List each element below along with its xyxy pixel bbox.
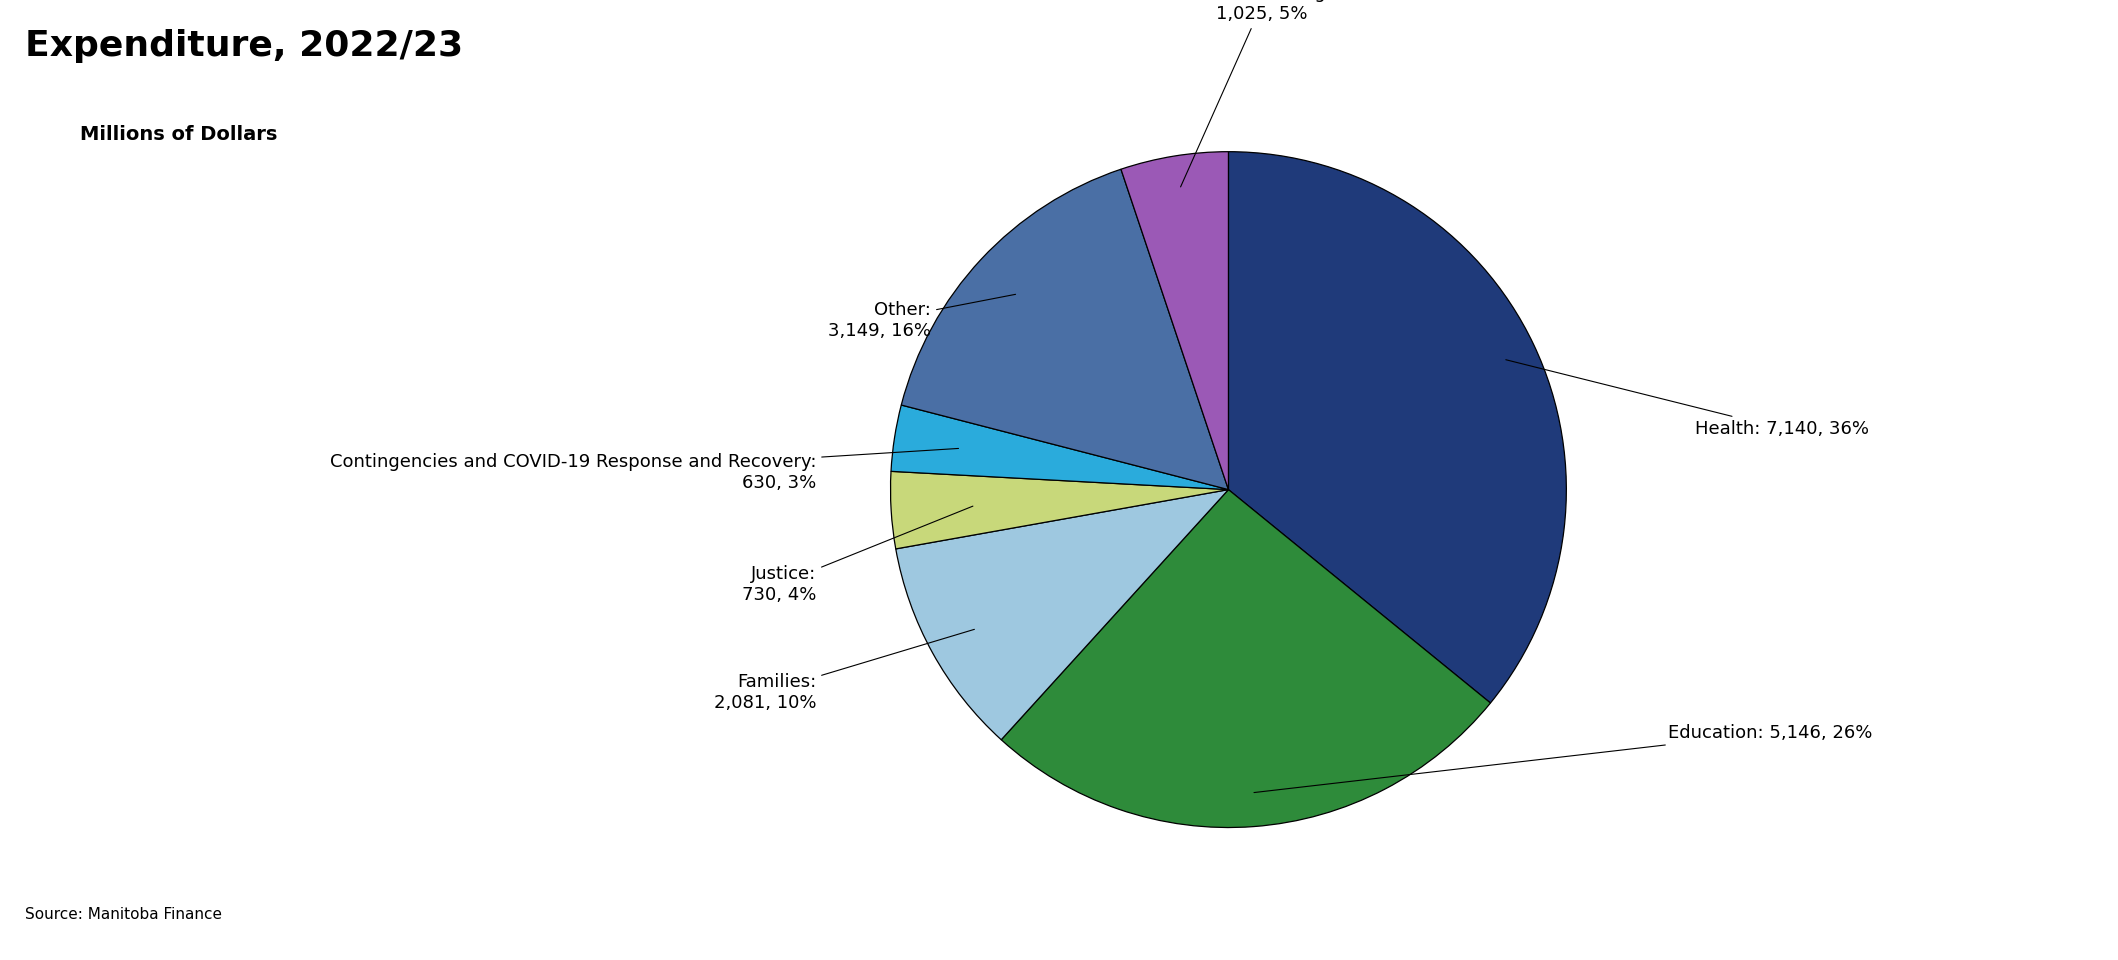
- Text: Debt Servicing:
1,025, 5%: Debt Servicing: 1,025, 5%: [1180, 0, 1332, 187]
- Text: Other:
3,149, 16%: Other: 3,149, 16%: [828, 295, 1015, 340]
- Text: Health: 7,140, 36%: Health: 7,140, 36%: [1506, 360, 1868, 438]
- Wedge shape: [1002, 490, 1491, 828]
- Wedge shape: [890, 471, 1228, 549]
- Wedge shape: [902, 169, 1228, 490]
- Text: Families:
2,081, 10%: Families: 2,081, 10%: [714, 630, 974, 711]
- Wedge shape: [1228, 152, 1567, 703]
- Text: Millions of Dollars: Millions of Dollars: [53, 125, 277, 144]
- Text: Education: 5,146, 26%: Education: 5,146, 26%: [1254, 724, 1872, 793]
- Wedge shape: [892, 405, 1228, 490]
- Wedge shape: [896, 490, 1228, 740]
- Text: Justice:
730, 4%: Justice: 730, 4%: [741, 506, 972, 604]
- Text: Contingencies and COVID-19 Response and Recovery:
630, 3%: Contingencies and COVID-19 Response and …: [330, 448, 959, 492]
- Wedge shape: [1120, 152, 1228, 490]
- Text: Expenditure, 2022/23: Expenditure, 2022/23: [25, 29, 464, 62]
- Text: Source: Manitoba Finance: Source: Manitoba Finance: [25, 906, 222, 922]
